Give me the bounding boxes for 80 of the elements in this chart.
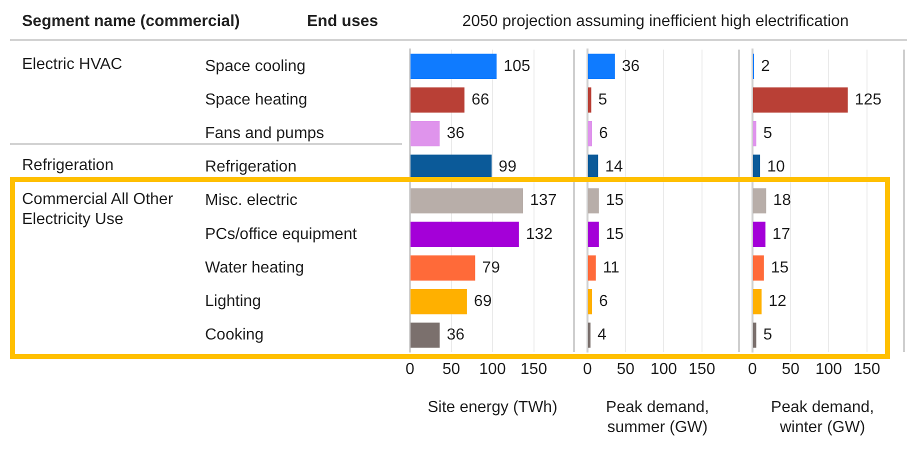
data-label: 11 bbox=[602, 259, 620, 276]
bar bbox=[752, 121, 756, 146]
data-label: 5 bbox=[598, 91, 608, 108]
y-tick-label: Fans and pumps bbox=[205, 125, 324, 142]
bar bbox=[588, 188, 599, 214]
bar bbox=[588, 87, 592, 113]
bar bbox=[588, 121, 592, 146]
bar bbox=[410, 121, 440, 146]
y-tick-label: Lighting bbox=[205, 293, 262, 310]
x-tick-label: 50 bbox=[782, 361, 800, 378]
x-tick-label: 150 bbox=[520, 361, 548, 378]
x-tick-label: 150 bbox=[688, 361, 716, 378]
x-tick-label: 100 bbox=[479, 361, 506, 378]
text: Commercial All Other Electricity Use bbox=[22, 190, 174, 228]
data-label: 5 bbox=[763, 125, 772, 142]
data-label: 12 bbox=[768, 293, 786, 310]
bar bbox=[752, 322, 756, 348]
data-label: 137 bbox=[530, 192, 557, 210]
data-label: 132 bbox=[526, 226, 553, 243]
x-axis-title: Site energy (TWh) bbox=[426, 398, 558, 418]
y-tick-label: Space heating bbox=[205, 91, 308, 108]
y-axis-title: End uses bbox=[307, 12, 378, 32]
x-tick-label: 100 bbox=[650, 361, 678, 378]
text: Electric HVAC bbox=[22, 56, 122, 74]
bar bbox=[410, 87, 464, 113]
data-label: 125 bbox=[854, 91, 882, 108]
x-tick-label: 0 bbox=[406, 361, 415, 378]
data-label: 6 bbox=[599, 125, 608, 142]
bar bbox=[588, 289, 592, 314]
data-label: 15 bbox=[770, 259, 789, 276]
bar bbox=[410, 54, 497, 79]
bar bbox=[410, 222, 519, 247]
data-label: 6 bbox=[599, 293, 608, 310]
data-label: 79 bbox=[482, 259, 500, 276]
data-label: 36 bbox=[446, 125, 465, 142]
data-label: 36 bbox=[622, 58, 640, 75]
data-label: 4 bbox=[598, 326, 606, 344]
data-label: 15 bbox=[606, 226, 624, 243]
y-tick-label: Cooking bbox=[205, 326, 264, 344]
bar bbox=[410, 255, 476, 281]
data-label: 17 bbox=[772, 226, 790, 243]
data-label: 15 bbox=[606, 192, 624, 210]
data-label: 99 bbox=[498, 158, 517, 176]
y-tick-label: PCs/office equipment bbox=[205, 226, 358, 243]
bar bbox=[410, 322, 440, 348]
bar bbox=[752, 289, 762, 314]
bar bbox=[410, 188, 524, 214]
text: 2050 projection assuming inefficient high electrification bbox=[461, 12, 850, 32]
bar bbox=[752, 188, 766, 214]
x-axis-title: Peak demand, summer (GW) bbox=[604, 398, 710, 438]
y-tick-label: Refrigeration bbox=[205, 158, 297, 176]
data-label: 105 bbox=[504, 58, 530, 75]
x-tick-label: 50 bbox=[442, 361, 460, 378]
x-tick-label: 100 bbox=[815, 361, 842, 378]
bar bbox=[588, 222, 599, 247]
bar bbox=[410, 289, 467, 314]
data-label: 36 bbox=[446, 326, 465, 344]
data-label: 66 bbox=[471, 91, 490, 108]
text: Segment name (commercial) bbox=[22, 12, 240, 32]
y-tick-label: Space cooling bbox=[205, 58, 306, 75]
x-axis-title: Peak demand, winter (GW) bbox=[770, 398, 876, 438]
bar bbox=[588, 322, 590, 348]
bar bbox=[588, 54, 615, 79]
bar bbox=[752, 87, 848, 113]
text: Refrigeration bbox=[22, 157, 114, 174]
x-tick-label: 0 bbox=[748, 361, 757, 378]
data-label: 5 bbox=[763, 326, 772, 344]
y-tick-label: Misc. electric bbox=[205, 192, 298, 210]
data-label: 2 bbox=[760, 58, 770, 75]
data-label: 18 bbox=[773, 192, 792, 210]
bar bbox=[588, 255, 596, 281]
bar bbox=[752, 222, 766, 247]
x-tick-label: 0 bbox=[582, 361, 592, 378]
x-tick-label: 150 bbox=[854, 361, 880, 378]
data-label: 10 bbox=[767, 158, 785, 176]
bar bbox=[752, 255, 764, 281]
data-label: 14 bbox=[605, 158, 624, 176]
x-tick-label: 50 bbox=[616, 361, 635, 378]
data-label: 69 bbox=[474, 293, 492, 310]
y-tick-label: Water heating bbox=[205, 259, 304, 276]
